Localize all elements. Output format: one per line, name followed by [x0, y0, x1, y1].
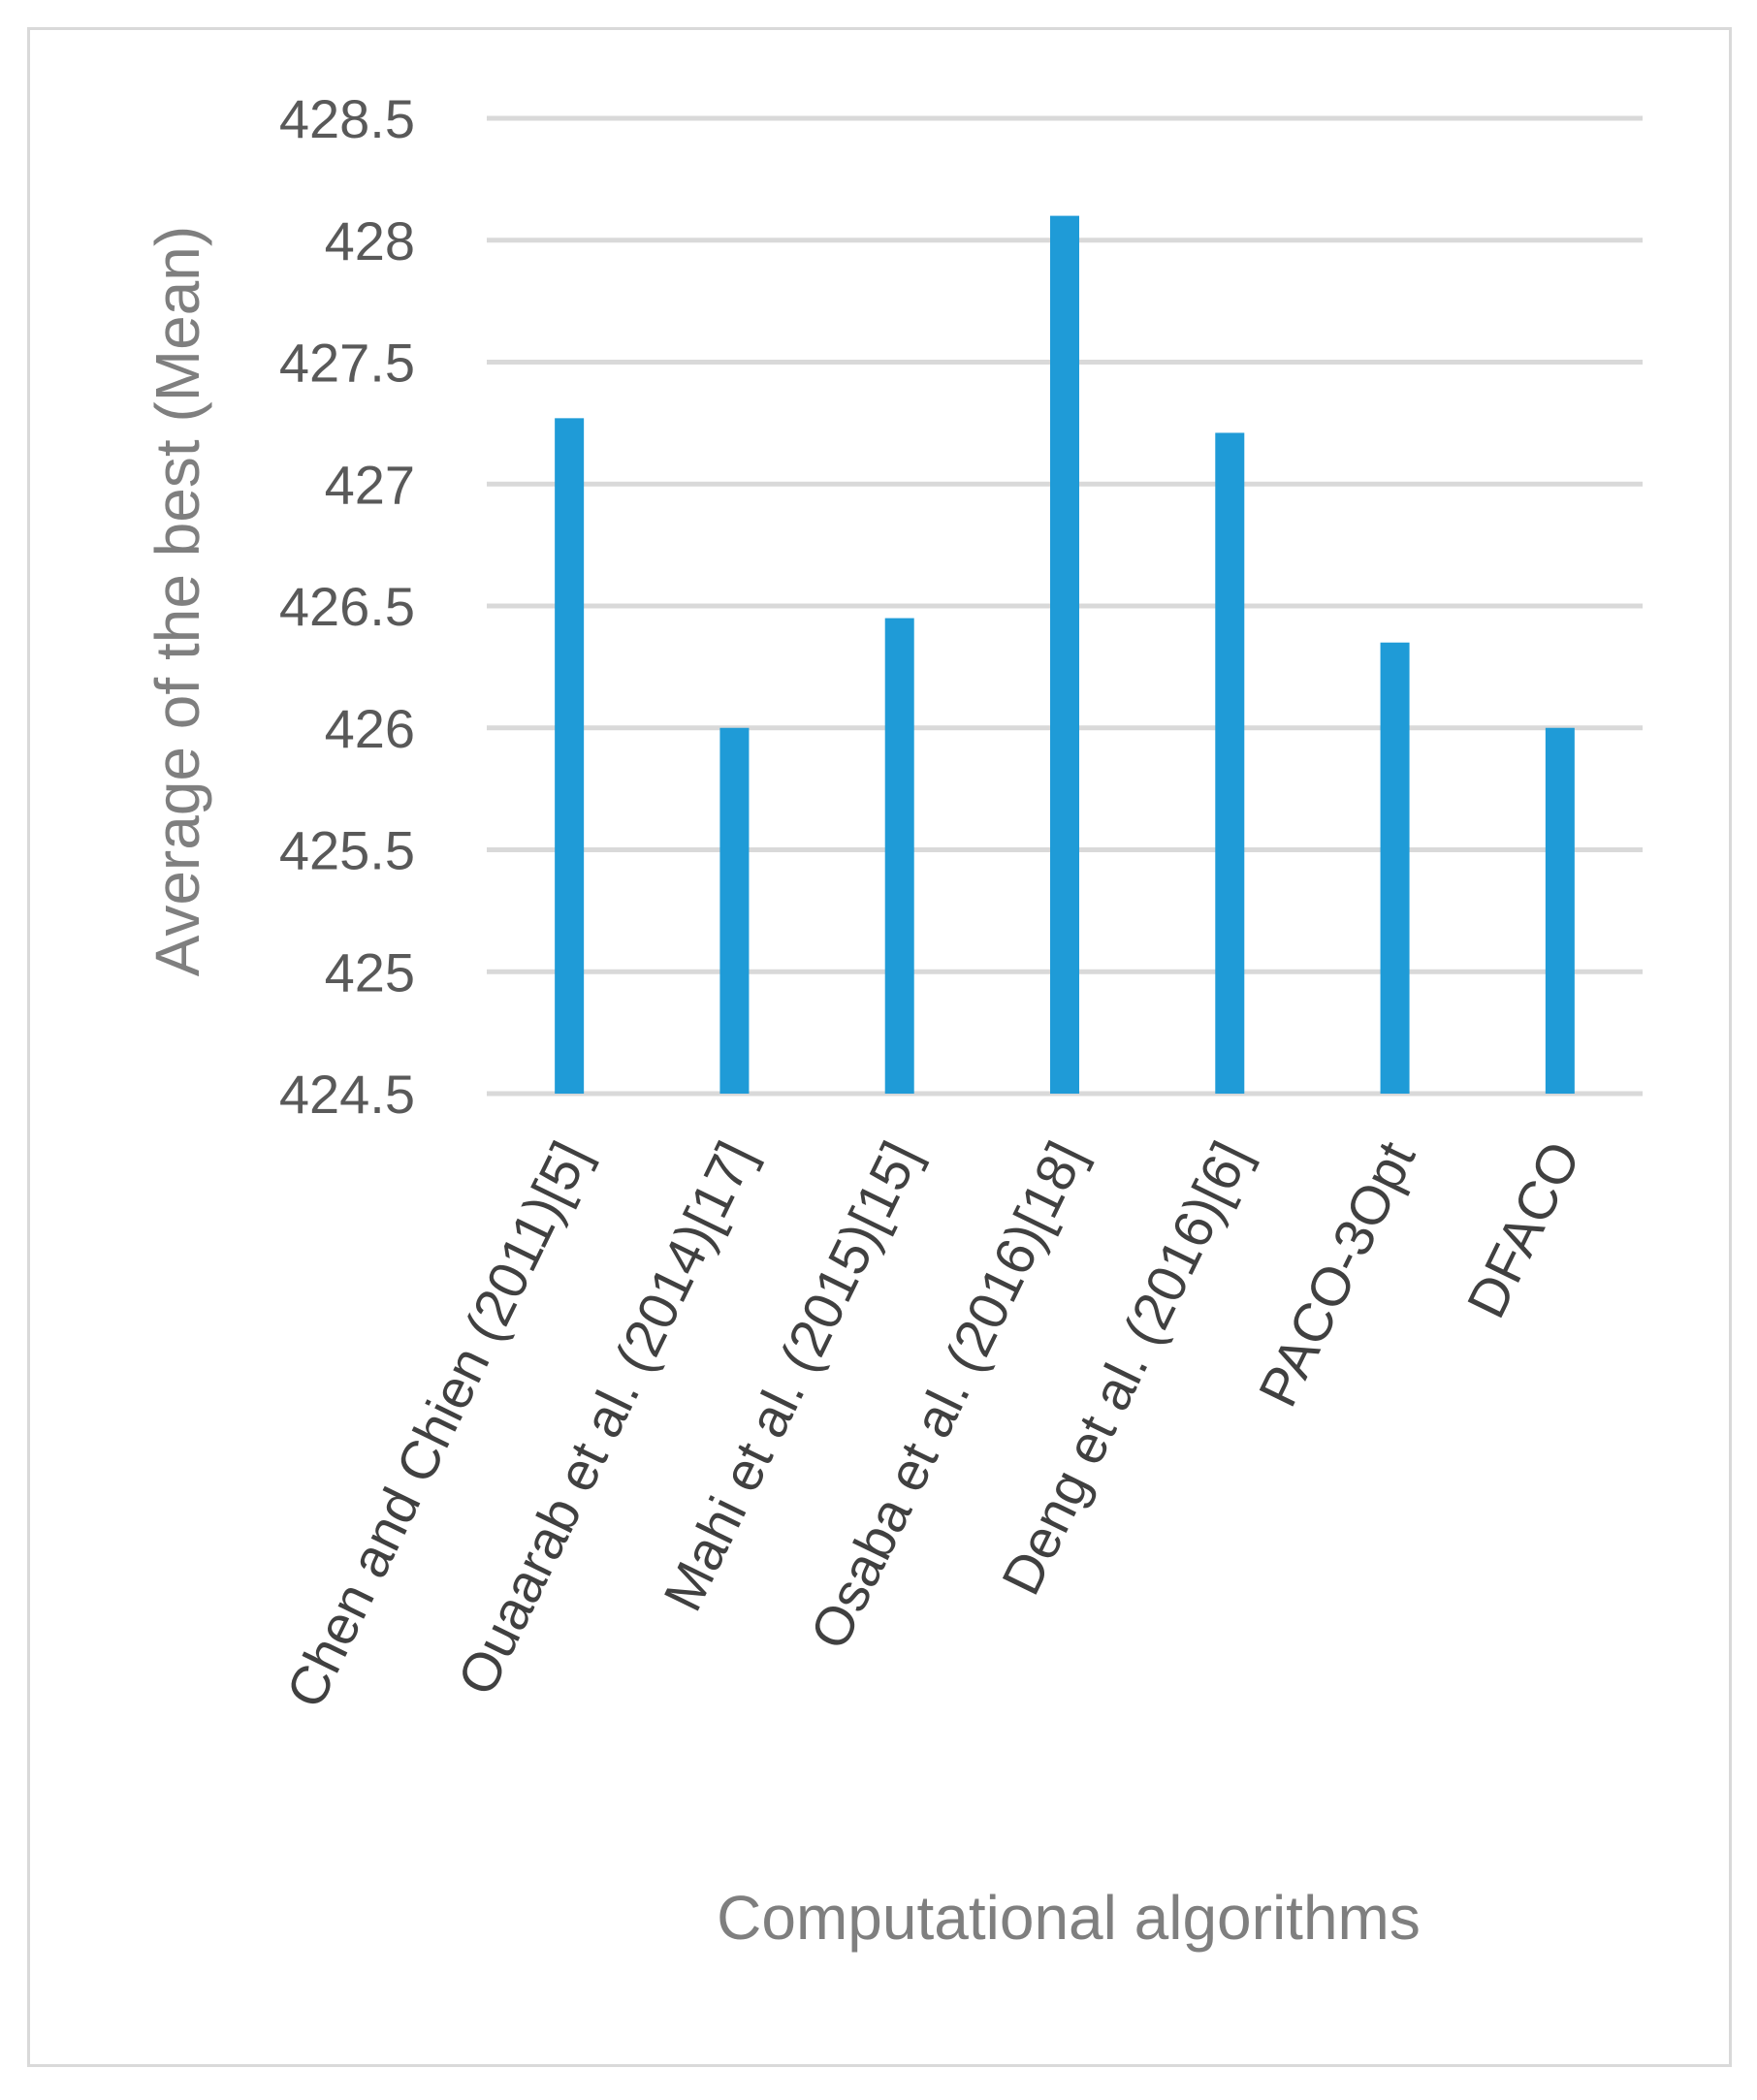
- bar: [1545, 727, 1575, 1094]
- chart-frame: [27, 27, 1732, 2067]
- x-axis-title: Computational algorithms: [717, 1883, 1421, 1953]
- y-tick-label: 428.5: [279, 88, 415, 149]
- bar: [1215, 432, 1245, 1094]
- y-axis-title: Average of the best (Mean): [143, 226, 212, 976]
- y-tick-label: 427.5: [279, 333, 415, 394]
- y-tick-label: 424.5: [279, 1064, 415, 1125]
- x-category-label: DFACO: [1454, 1132, 1591, 1327]
- y-tick-label: 426: [325, 698, 415, 759]
- bar: [719, 727, 750, 1094]
- x-category-label: PACO-3Opt: [1247, 1131, 1427, 1416]
- bar: [1380, 642, 1410, 1094]
- y-tick-label: 428: [325, 210, 415, 271]
- bars: [555, 215, 1575, 1095]
- bar: [555, 418, 585, 1095]
- bar: [884, 618, 914, 1094]
- x-category-label: Ouaarab et al. (2014)[17]: [445, 1132, 766, 1704]
- bar: [1050, 215, 1079, 1095]
- y-tick-label: 425.5: [279, 820, 415, 881]
- y-tick-label: 426.5: [279, 576, 415, 637]
- y-tick-labels: 424.5 425 425.5 426 426.5 427 427.5 428 428.5: [279, 88, 415, 1125]
- x-category-labels: Chen and Chien (2011)[5]Ouaarab et al. (…: [274, 1131, 1592, 1716]
- x-category-label: Chen and Chien (2011)[5]: [274, 1132, 601, 1717]
- y-tick-label: 425: [325, 941, 415, 1002]
- y-tick-label: 427: [325, 454, 415, 515]
